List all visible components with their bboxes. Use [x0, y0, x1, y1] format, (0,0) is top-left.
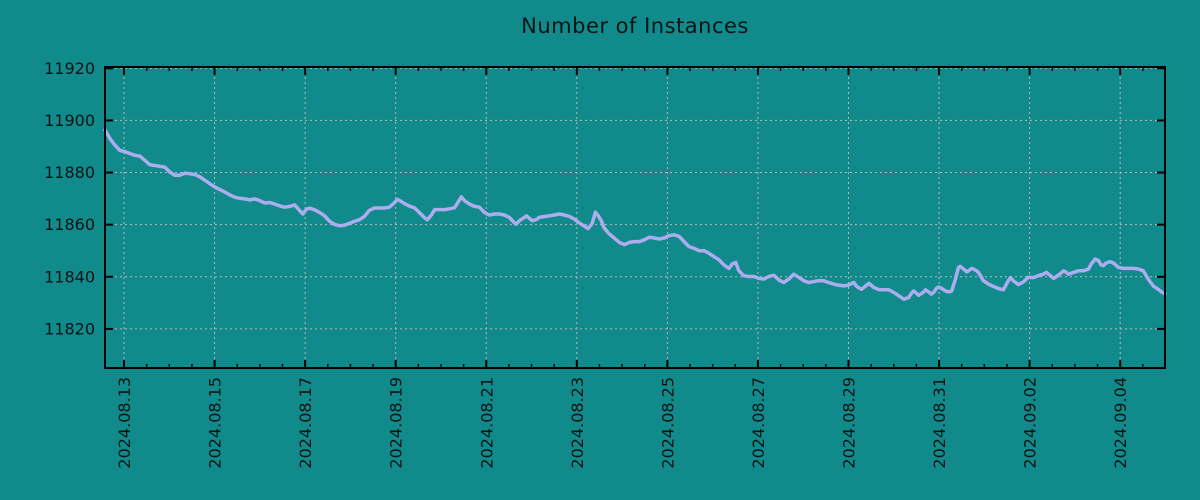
y-tick-label: 11820: [44, 319, 95, 338]
x-tick-label: 2024.08.27: [749, 377, 768, 469]
y-tick-label: 11840: [44, 267, 95, 286]
x-tick-label: 2024.08.23: [568, 377, 587, 469]
x-tick-label: 2024.08.19: [387, 377, 406, 469]
x-tick-label: 2024.08.25: [658, 377, 677, 469]
x-tick-label: 2024.08.15: [206, 377, 225, 469]
y-tick-label: 11920: [44, 59, 95, 78]
data-line: [103, 128, 1167, 301]
x-tick-label: 2024.08.29: [839, 377, 858, 469]
y-tick-label: 11880: [44, 163, 95, 182]
x-tick-label: 2024.08.21: [477, 377, 496, 469]
x-tick-label: 2024.08.17: [296, 377, 315, 469]
x-tick-label: 2024.08.13: [115, 377, 134, 469]
y-tick-label: 11900: [44, 111, 95, 130]
y-tick-label: 11860: [44, 215, 95, 234]
x-tick-label: 2024.08.31: [930, 377, 949, 469]
plot-border: [104, 66, 1166, 369]
x-tick-label: 2024.09.02: [1021, 377, 1040, 469]
x-tick-label: 2024.09.04: [1111, 377, 1130, 469]
chart-title: Number of Instances: [521, 14, 749, 38]
